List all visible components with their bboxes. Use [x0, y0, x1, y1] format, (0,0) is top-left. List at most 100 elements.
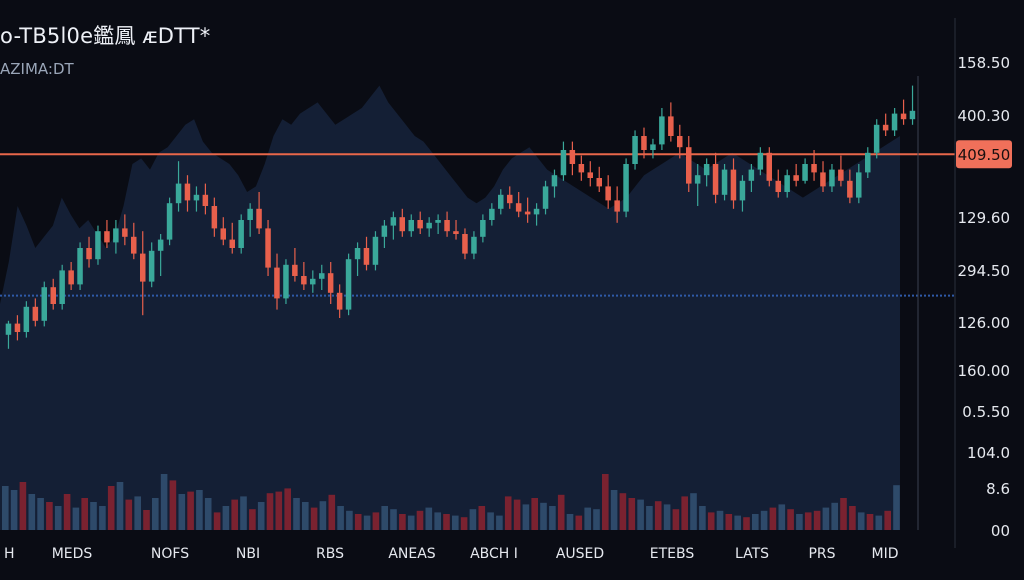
candle-body: [694, 175, 701, 184]
volume-bar: [452, 515, 459, 530]
volume-bar: [10, 490, 18, 530]
candle-body: [489, 208, 495, 220]
volume-bar: [134, 496, 141, 530]
candle-body: [354, 248, 361, 260]
candle-body: [50, 287, 56, 304]
candle-body: [327, 273, 334, 293]
candle-body: [524, 211, 531, 215]
volume-bar: [310, 507, 318, 530]
volume-bar: [857, 512, 865, 530]
x-tick-label: NOFS: [151, 546, 189, 562]
candle-body: [453, 231, 459, 234]
x-tick-label: ANEAS: [388, 546, 435, 562]
candle-body: [650, 144, 656, 150]
candle-body: [900, 113, 907, 120]
candle-body: [444, 220, 450, 232]
x-tick-label: ABCH I: [470, 546, 518, 562]
candle-body: [310, 278, 316, 285]
volume-bar: [487, 512, 494, 530]
volume-bar: [187, 491, 194, 530]
candle-body: [435, 220, 441, 223]
volume-bar: [478, 506, 486, 530]
volume-bar: [690, 493, 697, 530]
candle-body: [766, 152, 772, 181]
candle-body: [569, 150, 576, 164]
candle-body: [23, 306, 30, 332]
reference-lines: [0, 153, 955, 297]
candle-body: [829, 169, 835, 187]
volume-bars: [2, 474, 900, 530]
volume-bar: [716, 510, 724, 530]
candle-body: [319, 273, 325, 279]
x-tick-label: LATS: [735, 546, 769, 562]
volume-bar: [416, 510, 424, 530]
volume-bar: [513, 499, 521, 530]
candle-body: [166, 203, 173, 240]
candle-body: [292, 264, 298, 276]
y-tick-label: 0.5.50: [962, 403, 1010, 421]
volume-bar: [602, 474, 609, 530]
candle-body: [686, 147, 692, 184]
candle-body: [68, 270, 74, 285]
volume-bar: [584, 507, 591, 530]
volume-bar: [469, 509, 477, 530]
candle-body: [677, 136, 683, 148]
candle-body: [659, 116, 665, 145]
candle-body: [390, 217, 397, 226]
y-tick-label: 104.0: [967, 444, 1010, 462]
candle-body: [793, 175, 799, 181]
volume-bar: [557, 494, 565, 530]
volume-bar: [90, 502, 97, 530]
volume-bar: [540, 502, 547, 530]
candle-body: [712, 164, 719, 195]
candle-body: [838, 169, 844, 181]
volume-bar: [434, 512, 441, 530]
candle-body: [229, 239, 235, 248]
candle-body: [873, 124, 880, 153]
volume-bar: [787, 509, 794, 530]
volume-bar: [654, 501, 662, 530]
volume-bar: [240, 496, 247, 530]
y-tick-label: 160.00: [958, 362, 1011, 380]
volume-bar: [328, 494, 336, 530]
candle-body: [739, 180, 746, 201]
volume-bar: [390, 509, 397, 530]
candle-body: [856, 172, 862, 198]
volume-bar: [769, 507, 777, 530]
volume-bar: [46, 502, 53, 530]
candle-body: [408, 220, 414, 232]
candle-body: [77, 248, 83, 285]
volume-bar: [628, 498, 636, 530]
volume-bar: [54, 506, 62, 530]
y-tick-label: 400.30: [958, 107, 1011, 125]
area-layer: [0, 85, 900, 530]
candle-body: [784, 175, 790, 192]
candle-body: [175, 183, 182, 204]
volume-bar: [293, 498, 300, 530]
volume-bar: [663, 504, 671, 530]
volume-bar: [460, 517, 468, 530]
volume-bar: [337, 506, 344, 530]
candle-body: [5, 323, 12, 335]
volume-bar: [822, 507, 830, 530]
volume-bar: [778, 504, 786, 530]
volume-bar: [381, 506, 388, 530]
y-tick-label: 129.60: [958, 209, 1011, 227]
price-tag-label: 409.50: [958, 146, 1011, 164]
volume-bar: [72, 507, 80, 530]
volume-bar: [743, 517, 750, 530]
candle-body: [131, 236, 137, 254]
volume-bar: [610, 490, 618, 530]
volume-bar: [813, 510, 821, 530]
volume-bar: [116, 482, 124, 530]
candles: [5, 85, 916, 349]
volume-bar: [443, 514, 450, 530]
candle-body: [891, 113, 898, 131]
candle-body: [515, 203, 522, 212]
volume-bar: [531, 498, 538, 530]
candle-body: [480, 220, 486, 237]
candle-body: [865, 152, 871, 173]
x-tick-label: MID: [872, 546, 899, 562]
candle-body: [32, 306, 39, 321]
